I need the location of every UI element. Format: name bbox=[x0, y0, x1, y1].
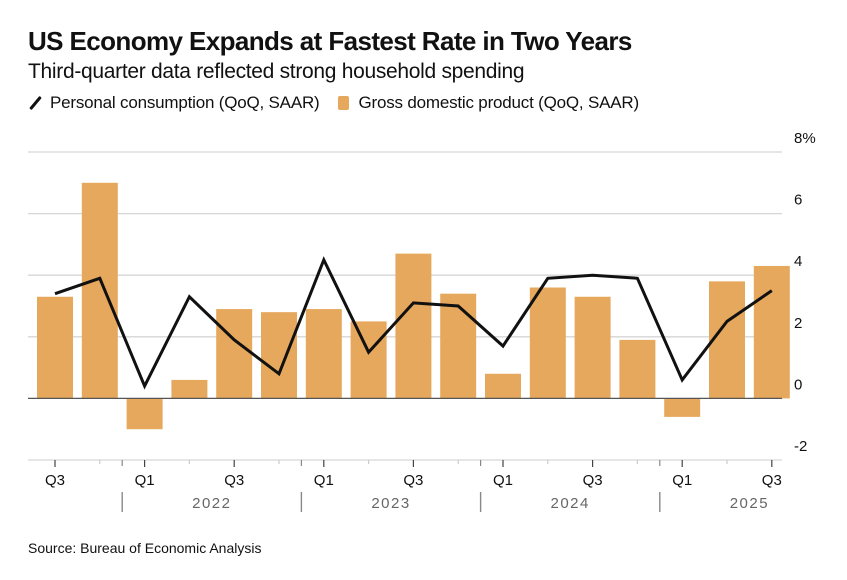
x-year-label: 2023 bbox=[371, 495, 410, 512]
gdp-bar bbox=[126, 398, 163, 430]
gdp-bar bbox=[395, 253, 432, 399]
y-tick-label: 6 bbox=[794, 192, 802, 209]
gdp-bar bbox=[305, 309, 342, 399]
gdp-bar bbox=[709, 281, 745, 399]
x-year-label: 2022 bbox=[192, 495, 231, 512]
x-tick-label: Q3 bbox=[45, 472, 65, 489]
legend-swatch-icon bbox=[337, 96, 349, 110]
y-tick-label: 8% bbox=[794, 130, 816, 147]
gdp-bar bbox=[171, 379, 208, 399]
y-tick-label: 4 bbox=[794, 253, 802, 270]
y-tick-label: 0 bbox=[794, 376, 802, 393]
source-note: Source: Bureau of Economic Analysis bbox=[28, 540, 262, 556]
legend-item-consumption: Personal consumption (QoQ, SAAR) bbox=[28, 93, 320, 113]
gdp-bar bbox=[37, 296, 73, 399]
legend: Personal consumption (QoQ, SAAR) Gross d… bbox=[28, 93, 657, 113]
legend-label-gdp: Gross domestic product (QoQ, SAAR) bbox=[358, 93, 640, 112]
gdp-bar bbox=[440, 293, 477, 399]
gdp-bar bbox=[664, 398, 701, 417]
x-tick-label: Q1 bbox=[135, 472, 155, 489]
gdp-bar bbox=[574, 296, 611, 399]
chart-title: US Economy Expands at Fastest Rate in Tw… bbox=[28, 26, 632, 56]
legend-label-consumption: Personal consumption (QoQ, SAAR) bbox=[50, 93, 320, 112]
gdp-bar bbox=[81, 182, 118, 399]
y-tick-label: 2 bbox=[794, 315, 802, 332]
gdp-bar bbox=[529, 287, 566, 399]
x-year-label: 2024 bbox=[551, 495, 590, 512]
x-tick-label: Q1 bbox=[314, 472, 334, 489]
legend-item-gdp: Gross domestic product (QoQ, SAAR) bbox=[337, 93, 640, 113]
x-tick-label: Q3 bbox=[224, 472, 244, 489]
gdp-bar bbox=[753, 265, 790, 399]
gdp-bar bbox=[619, 339, 656, 399]
gdp-bar bbox=[261, 312, 297, 399]
chart-subtitle: Third-quarter data reflected strong hous… bbox=[28, 60, 525, 83]
x-tick-label: Q1 bbox=[672, 472, 692, 489]
x-tick-label: Q1 bbox=[493, 472, 513, 489]
x-year-label: 2025 bbox=[730, 495, 769, 512]
x-tick-label: Q3 bbox=[583, 472, 603, 489]
gdp-bar bbox=[216, 309, 253, 399]
x-tick-label: Q3 bbox=[403, 472, 423, 489]
x-tick-label: Q3 bbox=[762, 472, 782, 489]
gdp-bar bbox=[485, 373, 521, 399]
y-tick-label: -2 bbox=[794, 438, 807, 455]
gdp-bar bbox=[350, 321, 387, 399]
